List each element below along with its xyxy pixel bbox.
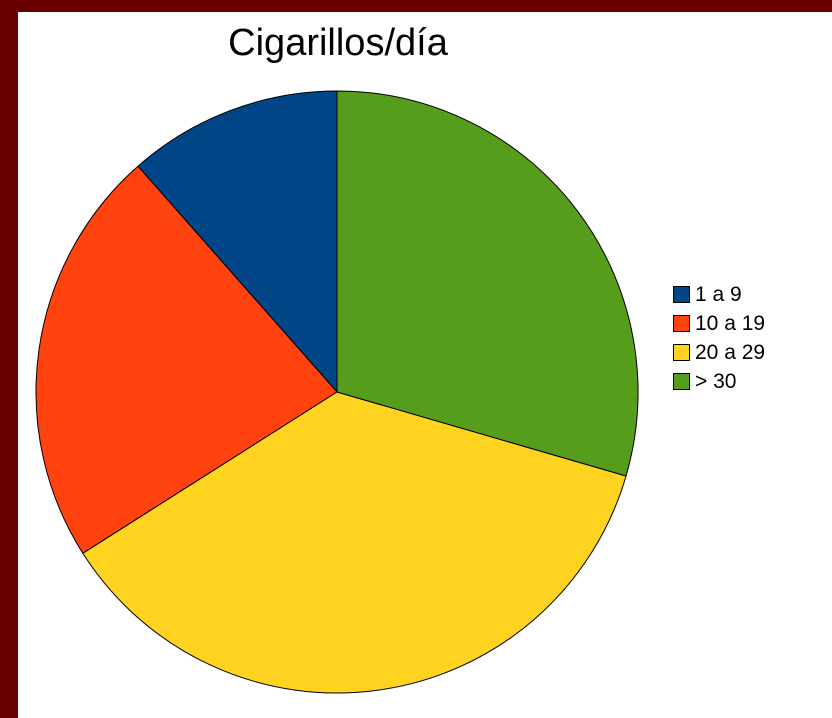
pie-chart [35,90,639,694]
legend-label: 20 a 29 [695,340,766,364]
legend-item: > 30 [673,367,765,396]
legend-swatch [673,373,690,390]
pie-slice-4 [336,90,639,477]
legend-label: 10 a 19 [695,311,766,335]
legend-swatch [673,315,690,332]
chart-title: Cigarillos/día [228,22,448,64]
legend-item: 20 a 29 [673,338,765,367]
legend-label: 1 a 9 [695,282,742,306]
legend-item: 10 a 19 [673,309,765,338]
legend: 1 a 9 10 a 19 20 a 29 > 30 [673,280,765,396]
chart-panel: Cigarillos/día 1 a 9 10 a 19 20 a 29 > 30 [18,12,832,718]
legend-item: 1 a 9 [673,280,765,309]
legend-swatch [673,286,690,303]
pie-slice-3 [82,391,627,694]
legend-swatch [673,344,690,361]
pie-slice-1 [137,90,338,394]
pie-slice-2 [35,165,338,554]
legend-label: > 30 [695,369,737,393]
